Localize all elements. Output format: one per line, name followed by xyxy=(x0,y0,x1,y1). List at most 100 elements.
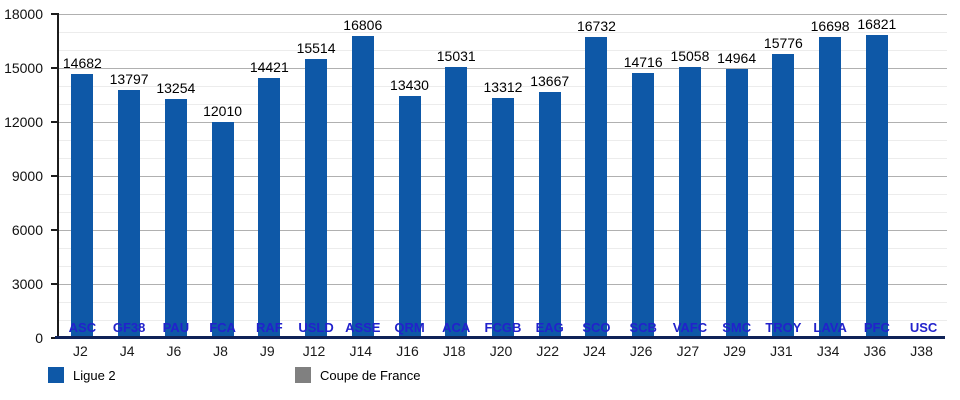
bar-column-J2: 14682 ASC xyxy=(59,14,106,338)
team-code-label-SMC: SMC xyxy=(722,320,752,335)
team-code-label-ASC: ASC xyxy=(68,320,97,335)
bar-J4[interactable] xyxy=(118,89,141,338)
x-tick-label-J22: J22 xyxy=(536,343,559,359)
coupe-de-france-color-swatch xyxy=(295,367,311,383)
y-tick-label-9000: 9000 xyxy=(11,168,43,184)
y-tick-label-3000: 3000 xyxy=(11,276,43,292)
value-label-J24: 16732 xyxy=(576,17,616,34)
legend-label-ligue2: Ligue 2 xyxy=(73,367,116,383)
value-label-J4: 13797 xyxy=(109,70,149,87)
legend-label-coupe-de-france: Coupe de France xyxy=(320,367,421,383)
bar-column-J18: 15031 ACA xyxy=(433,14,480,338)
x-tick-label-J29: J29 xyxy=(723,343,746,359)
gridline-17000 xyxy=(59,32,947,33)
value-label-J31: 15776 xyxy=(763,35,803,52)
value-label-J36: 16821 xyxy=(857,16,897,33)
bar-J8[interactable] xyxy=(211,121,234,338)
value-label-J14: 16806 xyxy=(343,16,383,33)
value-label-J27: 15058 xyxy=(670,47,710,64)
x-tick-label-J18: J18 xyxy=(442,343,466,359)
bar-J27[interactable] xyxy=(678,66,701,338)
x-tick-label-J20: J20 xyxy=(489,343,513,359)
team-code-label-LAVA: LAVA xyxy=(813,320,847,335)
team-code-label-PAU: PAU xyxy=(162,320,190,335)
x-tick-label-J14: J14 xyxy=(349,343,373,359)
bar-column-J9: 14421 RAF xyxy=(246,14,293,338)
bar-column-J12: 15514 USLD xyxy=(293,14,340,338)
team-code-label-VAFC: VAFC xyxy=(672,320,708,335)
team-code-label-PFC: PFC xyxy=(863,320,890,335)
x-tick-label-J34: J34 xyxy=(816,343,840,359)
y-tick-mark-3000 xyxy=(51,283,59,285)
team-code-label-ACA: ACA xyxy=(442,320,471,335)
bar-J22[interactable] xyxy=(538,92,561,338)
y-tick-label-12000: 12000 xyxy=(4,114,43,130)
team-code-label-FCGB: FCGB xyxy=(484,320,522,335)
y-tick-mark-15000 xyxy=(51,67,59,69)
team-code-label-USLD: USLD xyxy=(298,320,334,335)
x-axis-labels: J2 J4 J6 J8 J9 J12 J14 J16 J18 J20 J22 J24 J26 J27 J29… xyxy=(57,343,945,359)
legend-item-ligue2[interactable]: Ligue 2 xyxy=(48,367,116,383)
team-code-label-GF38: GF38 xyxy=(112,320,146,335)
gridline-18000 xyxy=(59,14,947,15)
team-code-label-QRM: QRM xyxy=(394,320,425,335)
y-axis: 0 3000 6000 9000 12000 15000 18000 xyxy=(0,6,59,346)
bar-J36[interactable] xyxy=(865,35,888,338)
bar-column-J6: 13254 PAU xyxy=(152,14,199,338)
y-tick-mark-12000 xyxy=(51,121,59,123)
bar-column-J14: 16806 ASSE xyxy=(339,14,386,338)
bar-column-J22: 13667 EAG xyxy=(526,14,573,338)
ligue2-color-swatch xyxy=(48,367,64,383)
x-axis-line xyxy=(55,336,945,339)
bar-J14[interactable] xyxy=(351,35,374,338)
bar-column-J8: 12010 FCA xyxy=(199,14,246,338)
y-tick-label-18000: 18000 xyxy=(4,6,43,22)
gridline-14000 xyxy=(59,86,947,87)
bar-column-J36: 16821 PFC xyxy=(853,14,900,338)
value-label-J29: 14964 xyxy=(717,49,757,66)
team-code-label-TROY: TROY xyxy=(765,320,802,335)
y-tick-label-0: 0 xyxy=(35,330,43,346)
value-label-J22: 13667 xyxy=(530,73,570,89)
bar-column-J26: 14716 SCB xyxy=(620,14,667,338)
bar-J20[interactable] xyxy=(491,98,514,338)
x-tick-label-J27: J27 xyxy=(676,343,700,359)
team-code-label-USC: USC xyxy=(909,320,938,335)
bar-column-J4: 13797 GF38 xyxy=(106,14,153,338)
value-label-J6: 13254 xyxy=(156,80,196,97)
x-tick-label-J12: J12 xyxy=(302,343,326,359)
x-tick-label-J36: J36 xyxy=(863,343,887,359)
y-tick-mark-6000 xyxy=(51,229,59,231)
x-tick-label-J16: J16 xyxy=(396,343,419,359)
bar-J31[interactable] xyxy=(772,54,795,338)
bar-column-J24: 16732 SCO xyxy=(573,14,620,338)
bar-column-J31: 15776 TROY xyxy=(760,14,807,338)
value-label-J16: 13430 xyxy=(390,77,429,94)
value-label-J12: 15514 xyxy=(296,39,336,56)
team-code-label-SCB: SCB xyxy=(629,320,657,335)
value-label-J26: 14716 xyxy=(623,54,663,71)
bar-J18[interactable] xyxy=(445,67,468,338)
bar-J34[interactable] xyxy=(819,37,842,338)
x-tick-label-J8: J8 xyxy=(213,343,228,359)
bar-J6[interactable] xyxy=(164,99,187,338)
bar-column-J27: 15058 VAFC xyxy=(667,14,714,338)
bar-J16[interactable] xyxy=(398,96,421,338)
legend-item-coupe-de-france[interactable]: Coupe de France xyxy=(295,367,420,383)
x-tick-label-J24: J24 xyxy=(583,343,606,359)
bar-J2[interactable] xyxy=(71,73,94,338)
bar-J26[interactable] xyxy=(632,73,655,338)
y-tick-label-15000: 15000 xyxy=(4,60,43,76)
bar-J12[interactable] xyxy=(305,58,328,338)
bar-J29[interactable] xyxy=(725,68,748,338)
bar-column-J38: USC xyxy=(900,14,947,338)
bars-container: 14682 ASC 13797 GF38 13254 PAU 12010 FCA 14421 RA… xyxy=(59,14,947,338)
x-tick-label-J9: J9 xyxy=(259,343,275,359)
bar-J24[interactable] xyxy=(585,36,608,338)
team-code-label-EAG: EAG xyxy=(535,320,564,335)
bar-J9[interactable] xyxy=(258,78,281,338)
bar-column-J16: 13430 QRM xyxy=(386,14,433,338)
bar-column-J29: 14964 SMC xyxy=(713,14,760,338)
bar-column-J34: 16698 LAVA xyxy=(807,14,854,338)
gridline-15000 xyxy=(59,68,947,69)
